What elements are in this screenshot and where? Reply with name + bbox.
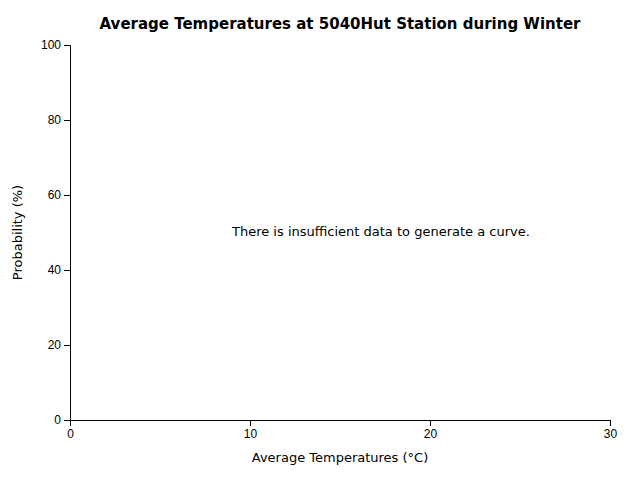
x-axis-title: Average Temperatures (°C) bbox=[252, 450, 429, 465]
y-axis-line bbox=[64, 46, 71, 421]
chart-svg: 0 10 20 30 0 20 40 60 80 100 There is insufficient… bbox=[0, 0, 640, 480]
y-tick: 20 bbox=[48, 338, 70, 352]
x-tick-mark bbox=[250, 420, 251, 426]
x-tick-mark bbox=[610, 420, 611, 426]
x-tick-label: 20 bbox=[424, 427, 438, 441]
x-tick-mark bbox=[430, 420, 431, 426]
y-axis-title: Probability (%) bbox=[10, 185, 25, 280]
y-tick-label: 20 bbox=[48, 338, 62, 352]
annotation: There is insufficient data to generate a… bbox=[231, 224, 530, 239]
y-tick-label: 40 bbox=[48, 263, 62, 277]
y-tick: 0 bbox=[54, 413, 70, 427]
y-tick: 80 bbox=[48, 113, 70, 127]
x-axis: 0 10 20 30 bbox=[67, 420, 617, 441]
y-tick-mark bbox=[64, 45, 70, 46]
y-tick-label: 0 bbox=[54, 413, 61, 427]
y-tick: 40 bbox=[48, 263, 70, 277]
plot-area: 0 10 20 30 0 20 40 60 80 100 bbox=[41, 38, 618, 440]
y-tick-mark bbox=[64, 420, 70, 421]
y-tick-mark bbox=[64, 120, 70, 121]
x-tick-label: 0 bbox=[67, 427, 74, 441]
x-tick-label: 30 bbox=[604, 427, 618, 441]
y-tick-mark bbox=[64, 270, 70, 271]
y-tick-label: 60 bbox=[48, 188, 62, 202]
y-axis: 0 20 40 60 80 100 bbox=[41, 38, 71, 427]
x-tick: 20 bbox=[424, 420, 438, 441]
y-tick: 100 bbox=[41, 38, 70, 52]
y-tick-mark bbox=[64, 345, 70, 346]
x-tick: 0 bbox=[67, 420, 74, 441]
y-tick-mark bbox=[64, 195, 70, 196]
x-tick: 30 bbox=[604, 420, 618, 441]
x-axis-line bbox=[71, 421, 611, 427]
chart-title: Average Temperatures at 5040Hut Station … bbox=[100, 15, 582, 33]
x-tick-label: 10 bbox=[244, 427, 258, 441]
x-tick: 10 bbox=[244, 420, 258, 441]
y-tick-label: 80 bbox=[48, 113, 62, 127]
y-tick-label: 100 bbox=[41, 38, 61, 52]
y-tick: 60 bbox=[48, 188, 70, 202]
